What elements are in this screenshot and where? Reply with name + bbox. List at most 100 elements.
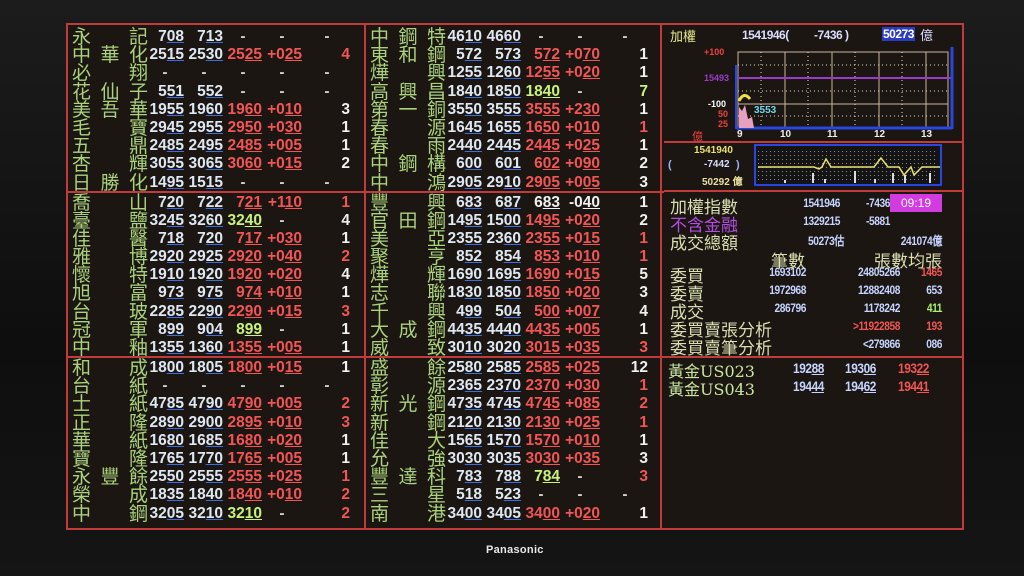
divider — [660, 25, 662, 528]
last-price: 1960 — [227, 100, 263, 118]
ex-fin-change: -5881 — [866, 214, 890, 228]
bid-price: 3010 — [447, 339, 483, 356]
stock-name-char: 輝 — [128, 153, 148, 176]
quote-row[interactable]: 士紙 4785 4790 4790 +005 2 — [68, 395, 364, 414]
quote-row[interactable]: 中釉 1355 1360 1355 +005 1 — [68, 339, 364, 358]
quote-row[interactable]: 大成鋼 4435 4440 4435 +005 1 — [366, 320, 662, 339]
mini-index: 1541940 — [694, 145, 733, 156]
turnover-label: 成交總額 — [670, 234, 738, 254]
quote-row[interactable]: 永記 708 713- - - — [68, 28, 364, 47]
quote-row[interactable]: 榮成 1835 1840 1840 +010 2 — [68, 484, 364, 507]
bid-price: 1800 — [149, 359, 185, 376]
chart-marker: 3553 — [754, 105, 777, 116]
stock-name-char: 美 — [72, 98, 92, 121]
quote-row[interactable]: 喬山 720 722 721 +110 1 — [68, 193, 364, 212]
quote-row[interactable]: 盛餘 2580 2585 2585 +025 12 — [366, 359, 662, 378]
quote-row[interactable]: 豐達科 783 788 784- 3 — [366, 468, 662, 487]
bid-price: 3550 — [447, 100, 483, 118]
stock-name: 第一銅 — [370, 100, 446, 119]
quote-row[interactable]: 必翔----- — [68, 64, 364, 83]
stat-avg: 086 — [926, 337, 942, 351]
quote-row[interactable]: 聚亨 852 854 853 +010 1 — [366, 248, 662, 267]
volume: 1 — [639, 248, 648, 266]
quote-row[interactable]: 和成 1800 1805 1800 +015 1 — [68, 359, 364, 378]
quote-row[interactable]: 豐興 683 687 683 -040 1 — [366, 193, 662, 212]
x-label: 9 — [737, 129, 743, 140]
quote-row[interactable]: 威致 3010 3020 3015 +035 3 — [366, 339, 662, 358]
ask-price: - — [201, 64, 207, 82]
quote-row[interactable]: 杏輝 3055 3065 3060 +015 2 — [68, 153, 364, 176]
quote-row[interactable]: 佳醫 718 720 717 +030 1 — [68, 227, 364, 250]
brand-logo: Panasonic — [486, 544, 544, 556]
stock-name-char: 源 — [426, 375, 446, 398]
stock-name-char: 正 — [72, 411, 92, 434]
quote-row[interactable]: 中鋼特 4610 4660- - - — [366, 28, 662, 47]
stock-name: 美吾華 — [72, 98, 148, 121]
quote-row[interactable]: 台玻 2285 2290 2290 +015 3 — [68, 302, 364, 321]
quote-row[interactable]: 東和鋼 572 573 572 +070 1 — [366, 46, 662, 65]
stock-name: 佳醫 — [72, 227, 148, 250]
bid-price: 2485 — [149, 137, 185, 155]
stock-name-char: 榮 — [72, 484, 92, 507]
volume: 2 — [639, 395, 648, 413]
ask-price: 1920 — [188, 266, 224, 284]
quote-row[interactable]: 中鋼構 600 601 602 +090 2 — [366, 155, 662, 174]
quote-row[interactable]: 三星 518 523- - - — [366, 486, 662, 505]
quote-row[interactable]: 毛寶 2945 2955 2950 +030 1 — [68, 118, 364, 137]
ask-price: 3020 — [486, 339, 522, 356]
quote-row[interactable]: 台紙----- — [68, 375, 364, 398]
quote-row[interactable]: 華紙 1680 1685 1680 +020 1 — [68, 431, 364, 450]
quote-row[interactable]: 官田鋼 1495 1500 1495 +020 2 — [366, 211, 662, 230]
quote-row[interactable]: 中華化 2515 2530 2525 +025 4 — [68, 46, 364, 65]
last-price: - — [240, 82, 246, 100]
quote-row[interactable]: 千興 499 504 500 +007 4 — [366, 302, 662, 321]
volume: 1 — [341, 137, 350, 155]
price-change: +040 — [267, 248, 302, 266]
quote-row[interactable]: 第一銅 3550 3555 3555 +230 1 — [366, 100, 662, 119]
y-label-top: +100 — [704, 47, 725, 57]
price-change: - — [279, 211, 285, 229]
quote-row[interactable]: 新光鋼 4735 4745 4745 +085 2 — [366, 395, 662, 414]
quote-row[interactable]: 中鋼 3205 3210 3210-2 — [68, 504, 364, 523]
quote-row[interactable]: 寶隆 1765 1770 1765 +005 1 — [68, 449, 364, 468]
quote-row[interactable]: 花仙子 551 552- - - — [68, 82, 364, 101]
quote-row[interactable]: 日勝化 1495 1515- - - — [68, 173, 364, 192]
quote-row[interactable]: 五鼎 2485 2495 2485 +005 1 — [68, 137, 364, 156]
stock-name-char: 醫 — [128, 227, 148, 250]
stock-name: 東和鋼 — [370, 46, 446, 65]
last-price: 1840 — [525, 82, 561, 100]
quote-row[interactable]: 彰源 2365 2370 2370 +030 1 — [366, 375, 662, 398]
quote-row[interactable]: 允強 3030 3035 3030 +035 3 — [366, 449, 662, 468]
quote-row[interactable]: 永豐餘 2550 2555 2555 +025 1 — [68, 468, 364, 487]
quote-row[interactable]: 志聯 1830 1850 1850 +020 3 — [366, 284, 662, 303]
ask-price: 1840 — [188, 486, 224, 504]
quote-row[interactable]: 新鋼 2120 2130 2130 +025 1 — [366, 413, 662, 432]
quote-row[interactable]: 中鴻 2905 2910 2905 +005 3 — [366, 173, 662, 192]
index-label: 加權指數 — [670, 198, 738, 218]
quote-row[interactable]: 春源 1645 1655 1650 +010 1 — [366, 118, 662, 137]
quote-row[interactable]: 南港 3400 3405 3400 +020 1 — [366, 504, 662, 523]
quote-row[interactable]: 懷特 1910 1920 1920 +020 4 — [68, 266, 364, 285]
quote-row[interactable]: 佳大 1565 1570 1570 +010 1 — [366, 431, 662, 450]
quote-row[interactable]: 燁輝 1690 1695 1690 +015 5 — [366, 266, 662, 285]
quote-row[interactable]: 旭富 973 975 974 +010 1 — [68, 284, 364, 303]
quote-row[interactable]: 正隆 2890 2900 2895 +010 3 — [68, 411, 364, 434]
price-change: +025 — [565, 137, 600, 155]
bid-price: 2515 — [149, 46, 185, 64]
quote-row[interactable]: 冠軍 899 904 899-1 — [68, 318, 364, 341]
ask-price: 975 — [197, 284, 223, 302]
x-label: 10 — [780, 129, 792, 140]
intraday-chart — [735, 47, 954, 130]
quote-row[interactable]: 燁興 1255 1260 1255 +020 1 — [366, 64, 662, 83]
quote-row[interactable]: 美亞 2355 2360 2355 +015 1 — [366, 229, 662, 248]
stat-lots: 24805266 — [858, 265, 900, 279]
quote-row[interactable]: 美吾華 1955 1960 1960 +010 3 — [68, 98, 364, 121]
price-change: +015 — [565, 266, 600, 284]
quote-row[interactable]: 臺鹽 3245 3260 3240-4 — [68, 211, 364, 230]
quote-row[interactable]: 高興昌 1840 1850 1840-7 — [366, 82, 662, 101]
ask-price: 4440 — [486, 320, 522, 338]
stock-name-char: 冠 — [72, 318, 92, 341]
quote-row[interactable]: 雅博 2920 2925 2920 +040 2 — [68, 248, 364, 267]
stock-name-char: 台 — [72, 375, 92, 398]
quote-row[interactable]: 春雨 2440 2445 2445 +025 1 — [366, 137, 662, 156]
